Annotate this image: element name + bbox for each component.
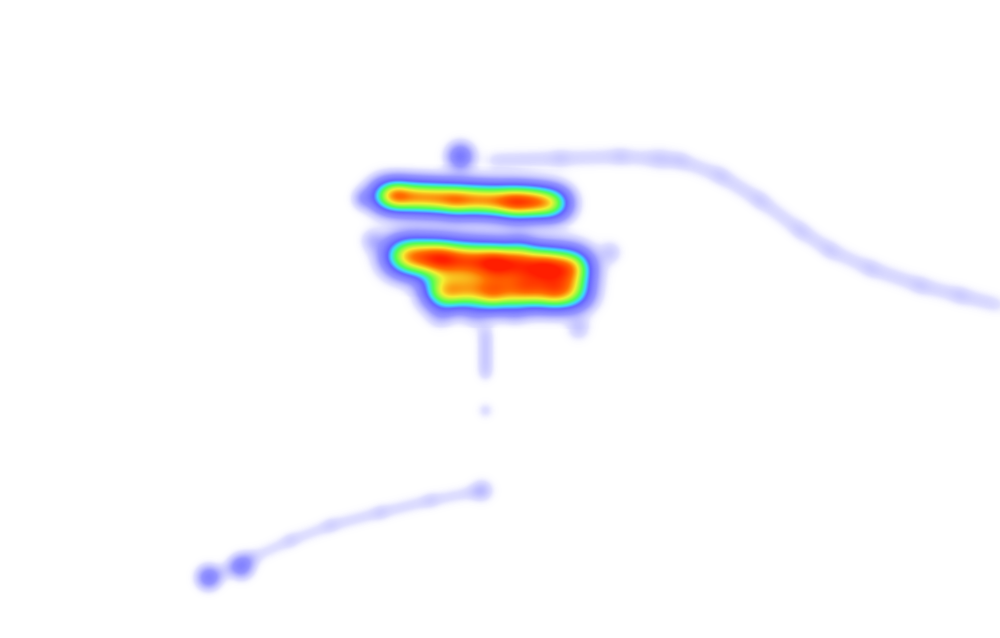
attention-heatmap bbox=[0, 0, 1000, 638]
heatmap-stage bbox=[0, 0, 1000, 638]
